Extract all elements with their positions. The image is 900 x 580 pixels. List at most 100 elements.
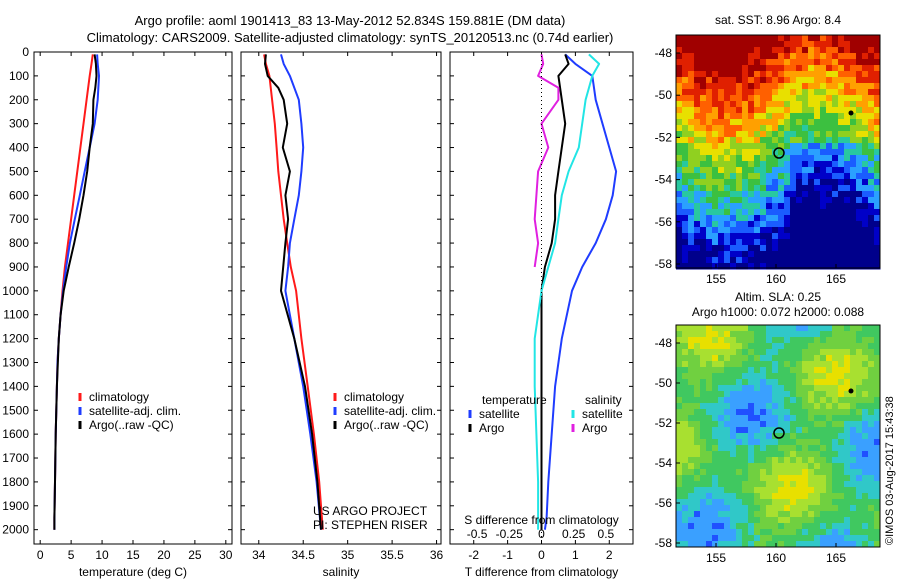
- y-tick-label: 100: [9, 69, 29, 83]
- y-tick-label: 900: [9, 260, 29, 274]
- x-tick-label-salinity: 36: [430, 548, 444, 562]
- legend-label-salinity: satellite-adj. clim.: [344, 404, 436, 418]
- legend-label-difference: salinity: [585, 393, 622, 407]
- x-tick-label-temperature: 20: [157, 548, 171, 562]
- sla-lat-label: -48: [655, 336, 673, 350]
- x-tick-label-salinity: 34: [252, 548, 266, 562]
- y-tick-label: 1200: [2, 332, 29, 346]
- legend-label-difference: temperature: [482, 393, 547, 407]
- sst-lat-label: -56: [655, 215, 673, 229]
- legend-label-temperature: climatology: [89, 390, 149, 404]
- y-tick-label: 1600: [2, 427, 29, 441]
- y-tick-label: 300: [9, 117, 29, 131]
- title-line-2: Climatology: CARS2009. Satellite-adjuste…: [86, 30, 614, 45]
- plot-frame-salinity: [240, 51, 442, 545]
- x-tick-label-temperature: 15: [126, 548, 140, 562]
- y-tick-label: 0: [22, 45, 29, 59]
- y-tick-label: 1500: [2, 403, 29, 417]
- y-tick-label: 700: [9, 212, 29, 226]
- legend-label-temperature: satellite-adj. clim.: [89, 404, 181, 418]
- sst-lon-label: 160: [766, 272, 786, 286]
- x-tick-label-difference: 2: [606, 548, 613, 562]
- y-tick-label: 800: [9, 236, 29, 250]
- x-tick-label-temperature: 0: [37, 548, 44, 562]
- x-tick-label-temperature: 5: [68, 548, 75, 562]
- x-axis-label-salinity: salinity: [323, 565, 360, 579]
- sst-lon-label: 165: [826, 272, 846, 286]
- title-line-1: Argo profile: aoml 1901413_83 13-May-201…: [134, 13, 566, 28]
- annotation-text: US ARGO PROJECT: [313, 504, 428, 518]
- float-marker: [848, 388, 854, 394]
- x-tick-label-temperature: 25: [188, 548, 202, 562]
- x2-tick-label: -0.25: [496, 527, 524, 541]
- sst-lon-label: 155: [706, 272, 726, 286]
- y-tick-label: 2000: [2, 523, 29, 537]
- sst-lat-label: -52: [655, 130, 673, 144]
- x2-tick-label: 0: [538, 527, 545, 541]
- y-tick-label: 500: [9, 164, 29, 178]
- series-line: [533, 54, 560, 268]
- legend-label-difference: satellite: [479, 407, 520, 421]
- x-tick-label-salinity: 34.5: [292, 548, 316, 562]
- sla-lon-label: 155: [706, 551, 726, 565]
- legend-label-temperature: Argo(..raw -QC): [89, 418, 174, 432]
- series-line: [53, 54, 94, 530]
- series-line: [543, 53, 618, 530]
- series-line: [264, 54, 322, 530]
- series-line: [540, 54, 570, 530]
- y-tick-label: 1000: [2, 284, 29, 298]
- x-tick-label-difference: 1: [572, 548, 579, 562]
- x-tick-label-difference: -1: [502, 548, 513, 562]
- sla-lat-label: -52: [655, 416, 673, 430]
- x-tick-label-temperature: 30: [219, 548, 233, 562]
- sla-map-title-1: Altim. SLA: 0.25: [735, 290, 821, 304]
- sst-map-frame: [675, 34, 881, 269]
- legend-label-difference: satellite: [582, 407, 623, 421]
- sla-map-frame: [675, 324, 881, 548]
- y-tick-label: 1800: [2, 475, 29, 489]
- sla-map-title-2: Argo h1000: 0.072 h2000: 0.088: [692, 305, 864, 319]
- x-tick-label-difference: -2: [468, 548, 479, 562]
- sla-map: [676, 325, 881, 548]
- legend-label-difference: Argo: [479, 421, 505, 435]
- x2-axis-label: S difference from climatology: [464, 513, 619, 527]
- y-tick-label: 200: [9, 93, 29, 107]
- y-tick-label: 600: [9, 188, 29, 202]
- x-axis-label-difference: T difference from climatology: [465, 565, 619, 579]
- argo-location-marker: [773, 147, 785, 159]
- y-tick-label: 1300: [2, 355, 29, 369]
- series-line: [533, 53, 601, 530]
- y-tick-label: 1100: [3, 308, 29, 322]
- series-line: [280, 54, 322, 530]
- watermark-text: ©IMOS 03-Aug-2017 15:43:38: [884, 396, 896, 545]
- sst-lat-label: -54: [655, 173, 673, 187]
- float-marker: [848, 110, 854, 116]
- legend-label-salinity: Argo(..raw -QC): [344, 418, 429, 432]
- y-tick-label: 1400: [2, 379, 29, 393]
- series-line: [53, 54, 98, 530]
- sla-lat-label: -50: [655, 376, 673, 390]
- x2-tick-label: 0.5: [598, 527, 615, 541]
- sla-lat-label: -54: [655, 456, 673, 470]
- sst-map-title: sat. SST: 8.96 Argo: 8.4: [715, 13, 841, 27]
- legend-label-difference: Argo: [582, 421, 608, 435]
- sst-map: [676, 35, 881, 270]
- sst-lat-label: -48: [655, 46, 673, 60]
- x-axis-label-temperature: temperature (deg C): [79, 565, 187, 579]
- y-tick-label: 1700: [2, 451, 29, 465]
- x2-tick-label: 0.25: [562, 527, 586, 541]
- x2-tick-label: -0.5: [467, 527, 488, 541]
- sla-lon-label: 165: [826, 551, 846, 565]
- annotation-text: PI: STEPHEN RISER: [313, 518, 428, 532]
- legend-label-salinity: climatology: [344, 390, 404, 404]
- y-tick-label: 1900: [2, 499, 29, 513]
- x-tick-label-difference: 0: [538, 548, 545, 562]
- series-line: [263, 54, 324, 530]
- x-tick-label-salinity: 35.5: [380, 548, 404, 562]
- x-tick-label-temperature: 10: [95, 548, 109, 562]
- sla-lat-label: -56: [655, 496, 673, 510]
- sst-lat-label: -50: [655, 88, 673, 102]
- argo-location-marker: [773, 427, 785, 439]
- sst-lat-label: -58: [655, 257, 673, 271]
